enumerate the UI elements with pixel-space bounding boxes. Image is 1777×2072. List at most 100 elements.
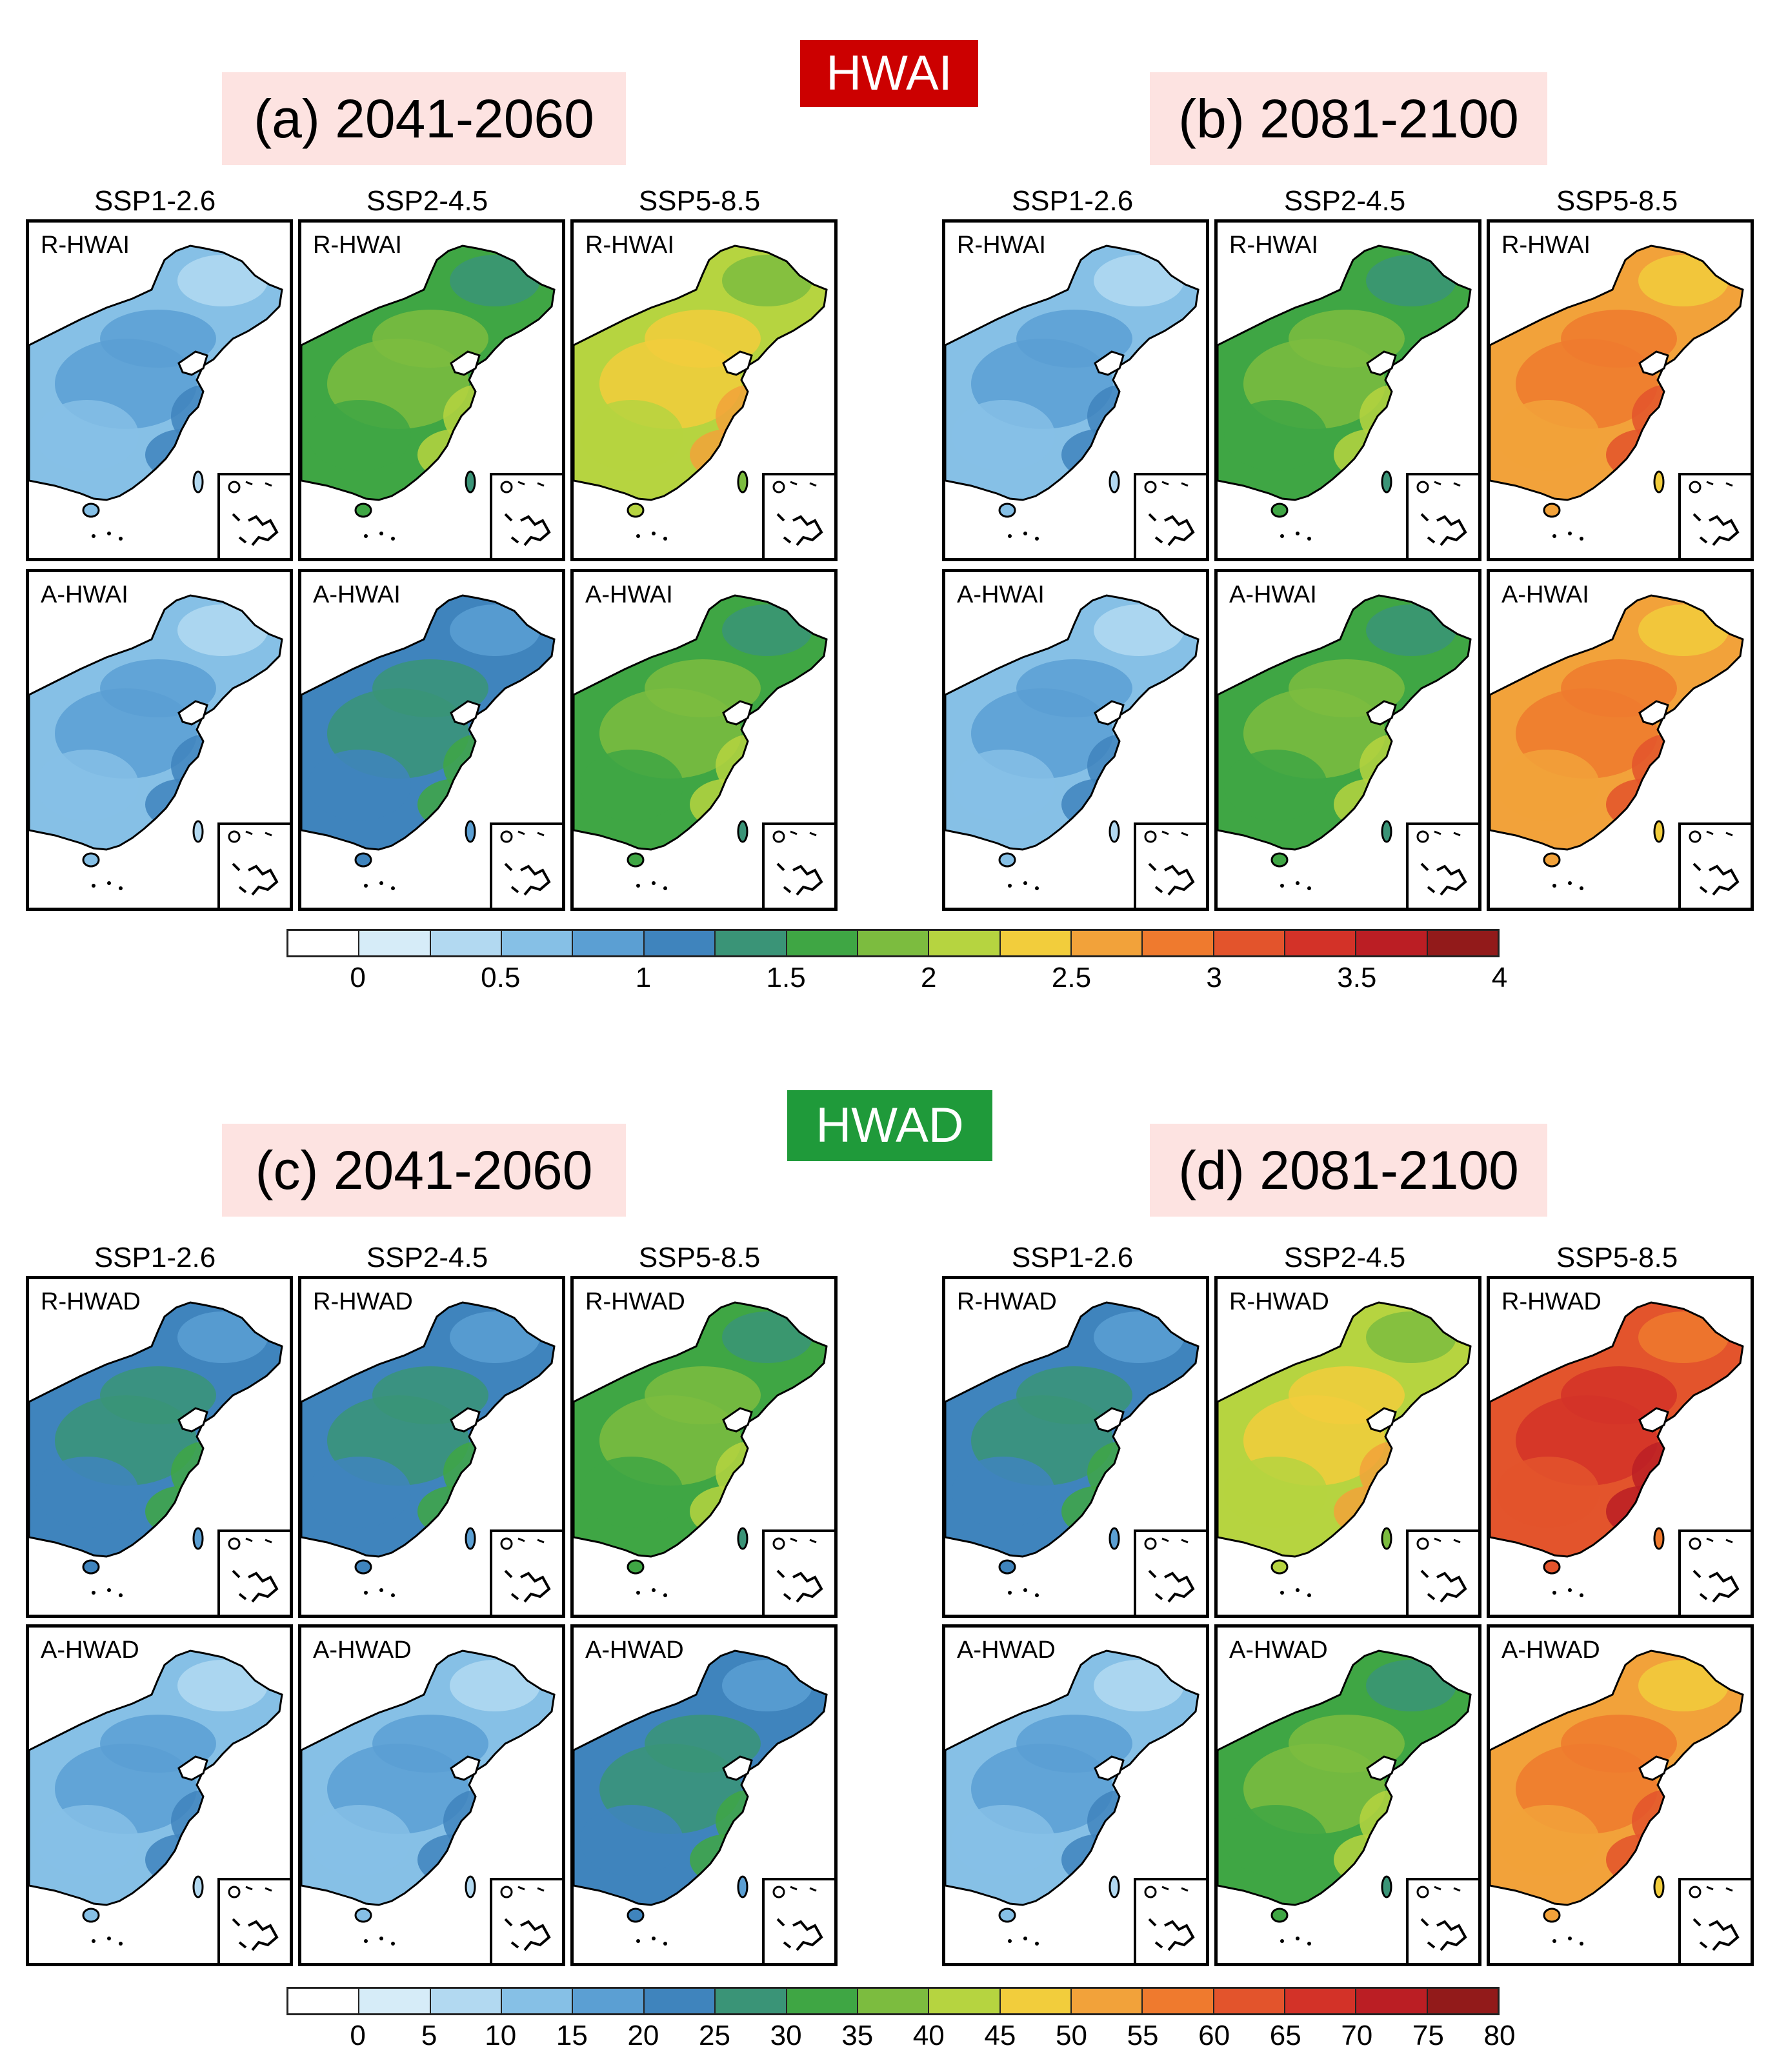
map-bohai-bay: [722, 1755, 753, 1781]
map-panel: A-HWAD: [298, 1624, 565, 1966]
map-island: [1035, 537, 1039, 541]
map-anomaly-region: [372, 1366, 488, 1424]
map-anomaly-region: [1289, 1366, 1405, 1424]
map-anomaly-region: [1061, 1834, 1139, 1886]
map-coastline: [29, 1649, 283, 1906]
map-coastline: [574, 594, 828, 851]
map-anomaly-region: [145, 429, 223, 481]
panel-label: R-HWAI: [1229, 232, 1318, 259]
map-anomaly-region: [1366, 604, 1456, 656]
scenario-label: SSP2-4.5: [366, 1242, 488, 1273]
map-island: [364, 534, 368, 538]
map-island: [1307, 1942, 1311, 1946]
map-china: [945, 1649, 1200, 1946]
map-coastline: [945, 1301, 1200, 1558]
south-china-sea-inset: [762, 473, 834, 558]
map-anomaly-region: [952, 1457, 1055, 1528]
map-island: [1008, 884, 1012, 888]
colorbar-segment: [787, 1989, 858, 2013]
map-island: [1552, 1939, 1556, 1943]
colorbar-tick-label: 1: [635, 962, 652, 993]
scenario-label: SSP5-8.5: [638, 185, 761, 217]
map-panel: A-HWAD: [26, 1624, 293, 1966]
colorbar-tick-label: 2: [921, 962, 937, 993]
map-hainan: [627, 503, 645, 518]
south-china-sea-inset: [217, 1878, 290, 1963]
colorbar-segment: [1143, 931, 1214, 955]
map-island: [92, 1591, 95, 1595]
colorbar-segment: [1356, 1989, 1428, 2013]
map-anomaly-region: [1334, 1486, 1411, 1537]
map-coastline: [301, 1649, 556, 1906]
map-anomaly-region: [952, 1805, 1055, 1876]
map-taiwan: [1109, 820, 1120, 843]
colorbar-tick-label: 2.5: [1051, 962, 1092, 993]
map-coastline: [301, 244, 556, 501]
map-island: [1023, 1588, 1027, 1592]
map-anomaly-region: [308, 750, 411, 821]
map-taiwan: [465, 1875, 476, 1898]
map-coastline: [574, 1649, 828, 1906]
map-china: [1218, 1649, 1472, 1946]
map-bohai-bay: [177, 700, 208, 726]
map-hainan: [998, 1559, 1016, 1575]
map-panel: A-HWAI: [1214, 569, 1481, 911]
panel-label: R-HWAI: [957, 232, 1046, 259]
map-anomaly-region: [100, 1715, 216, 1773]
map-china: [1490, 244, 1744, 541]
map-island: [119, 1942, 123, 1946]
map-anomaly-region: [145, 779, 223, 830]
colorbar-segment: [288, 931, 360, 955]
map-bohai-bay: [722, 700, 753, 726]
colorbar-tick-label: 40: [912, 2020, 945, 2051]
panel-label: R-HWAD: [1229, 1288, 1329, 1315]
map-anomaly-region: [450, 1660, 540, 1711]
map-taiwan: [1381, 820, 1392, 843]
colorbar-segment: [1285, 1989, 1357, 2013]
map-china: [945, 594, 1200, 890]
colorbar-tick-label: 70: [1341, 2020, 1373, 2051]
panel-label: A-HWAI: [1501, 581, 1589, 608]
map-taiwan: [192, 1875, 204, 1898]
map-anomaly-region: [722, 255, 812, 306]
map-anomaly-region: [1606, 1486, 1683, 1537]
south-china-sea-inset: [1678, 1529, 1751, 1615]
map-china: [945, 244, 1200, 541]
map-anomaly-region: [645, 659, 761, 717]
map-hainan: [1270, 1908, 1289, 1923]
map-island: [1023, 881, 1027, 885]
map-china: [574, 1301, 828, 1597]
map-anomaly-region: [645, 1366, 761, 1424]
map-coastline: [1490, 244, 1744, 501]
colorbar-segment: [787, 931, 858, 955]
map-anomaly-region: [1561, 310, 1677, 368]
map-anomaly-region: [177, 604, 268, 656]
colorbar-segment: [1000, 1989, 1072, 2013]
map-island: [1280, 1591, 1284, 1595]
map-anomaly-region: [35, 1805, 139, 1876]
panel-label: A-HWAD: [1229, 1637, 1328, 1664]
map-island: [391, 886, 395, 890]
map-anomaly-region: [1224, 400, 1327, 471]
map-hainan: [1270, 1559, 1289, 1575]
map-island: [1580, 537, 1583, 541]
map-coastline: [1218, 594, 1472, 851]
map-bohai-bay: [177, 1407, 208, 1433]
map-taiwan: [1653, 470, 1665, 493]
map-anomaly-region: [177, 1660, 268, 1711]
map-hainan: [627, 1908, 645, 1923]
map-anomaly-region: [443, 1789, 521, 1853]
map-china: [1490, 594, 1744, 890]
map-anomaly-region: [1561, 659, 1677, 717]
map-coastline: [301, 1301, 556, 1558]
period-title-b: (b) 2081-2100: [1150, 72, 1547, 165]
map-panel: A-HWAD: [1487, 1624, 1754, 1966]
map-anomaly-region: [417, 779, 495, 830]
map-hainan: [82, 1559, 100, 1575]
scenario-label: SSP1-2.6: [1011, 185, 1134, 217]
colorbar-tick-label: 0.5: [481, 962, 521, 993]
panel-label: R-HWAI: [313, 232, 402, 259]
scenario-label: SSP2-4.5: [1283, 185, 1406, 217]
map-island: [1008, 1591, 1012, 1595]
map-anomaly-region: [145, 1834, 223, 1886]
